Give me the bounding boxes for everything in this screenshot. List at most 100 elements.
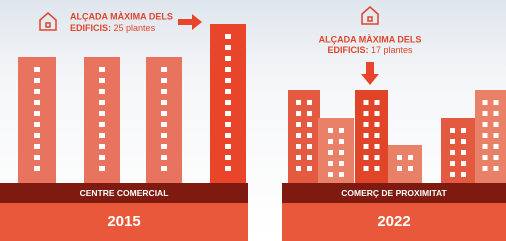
window [161, 89, 167, 94]
window [161, 144, 167, 149]
window [483, 166, 488, 171]
window [494, 144, 499, 149]
window [225, 155, 231, 160]
window [225, 67, 231, 72]
window [483, 144, 488, 149]
window [307, 133, 312, 138]
window [225, 100, 231, 105]
window [339, 161, 344, 166]
window [34, 67, 40, 72]
window [375, 111, 380, 116]
building [18, 57, 56, 183]
window [296, 155, 301, 160]
window [307, 166, 312, 171]
label: EDIFICIS: [70, 23, 111, 33]
window [307, 144, 312, 149]
window [483, 122, 488, 127]
window [296, 100, 301, 105]
window [225, 111, 231, 116]
window [450, 172, 455, 177]
window [494, 166, 499, 171]
window [99, 122, 105, 127]
window [34, 122, 40, 127]
building [441, 118, 475, 183]
window [408, 155, 413, 160]
window [494, 155, 499, 160]
window [34, 78, 40, 83]
window [328, 161, 333, 166]
window [99, 111, 105, 116]
year: 2015 [107, 213, 140, 230]
window [364, 100, 369, 105]
window [34, 166, 40, 171]
window [461, 128, 466, 133]
band-label: CENTRE COMERCIAL [80, 188, 169, 198]
window [364, 122, 369, 127]
window [99, 155, 105, 160]
window [99, 144, 105, 149]
window [494, 133, 499, 138]
window [364, 155, 369, 160]
window [296, 144, 301, 149]
height-label: EDIFICIS: 25 plantes [70, 23, 156, 33]
building [355, 90, 388, 183]
window [34, 144, 40, 149]
heading: ALÇADA MÀXIMA DELS [70, 11, 173, 21]
window [225, 78, 231, 83]
window [307, 111, 312, 116]
window [450, 139, 455, 144]
window [161, 67, 167, 72]
window [161, 100, 167, 105]
window [461, 172, 466, 177]
window [339, 128, 344, 133]
height-label: EDIFICIS: 17 plantes [327, 45, 413, 55]
window [339, 139, 344, 144]
window [375, 133, 380, 138]
window [328, 150, 333, 155]
window [34, 100, 40, 105]
window [483, 100, 488, 105]
window [296, 111, 301, 116]
window [364, 133, 369, 138]
window [99, 100, 105, 105]
window [225, 89, 231, 94]
window [375, 144, 380, 149]
window [296, 122, 301, 127]
window [161, 166, 167, 171]
window [225, 144, 231, 149]
window [225, 34, 231, 39]
window [99, 133, 105, 138]
building [84, 57, 120, 183]
window [339, 172, 344, 177]
window [307, 155, 312, 160]
label: EDIFICIS: [327, 45, 368, 55]
band-label: COMERÇ DE PROXIMITAT [341, 188, 447, 198]
window [364, 111, 369, 116]
window [225, 122, 231, 127]
value: 25 plantes [114, 23, 156, 33]
window [461, 150, 466, 155]
year: 2022 [377, 213, 410, 230]
window [161, 122, 167, 127]
window [99, 166, 105, 171]
window [161, 78, 167, 83]
window [99, 78, 105, 83]
window [375, 122, 380, 127]
window [494, 111, 499, 116]
window [375, 100, 380, 105]
window [408, 166, 413, 171]
window [450, 128, 455, 133]
window [161, 155, 167, 160]
window [99, 89, 105, 94]
window [364, 144, 369, 149]
building [388, 145, 422, 183]
window [339, 150, 344, 155]
window [225, 45, 231, 50]
window [307, 122, 312, 127]
window [375, 166, 380, 171]
heading: ALÇADA MÀXIMA DELS [319, 34, 422, 44]
window [483, 111, 488, 116]
window [34, 155, 40, 160]
window [328, 172, 333, 177]
window [494, 100, 499, 105]
